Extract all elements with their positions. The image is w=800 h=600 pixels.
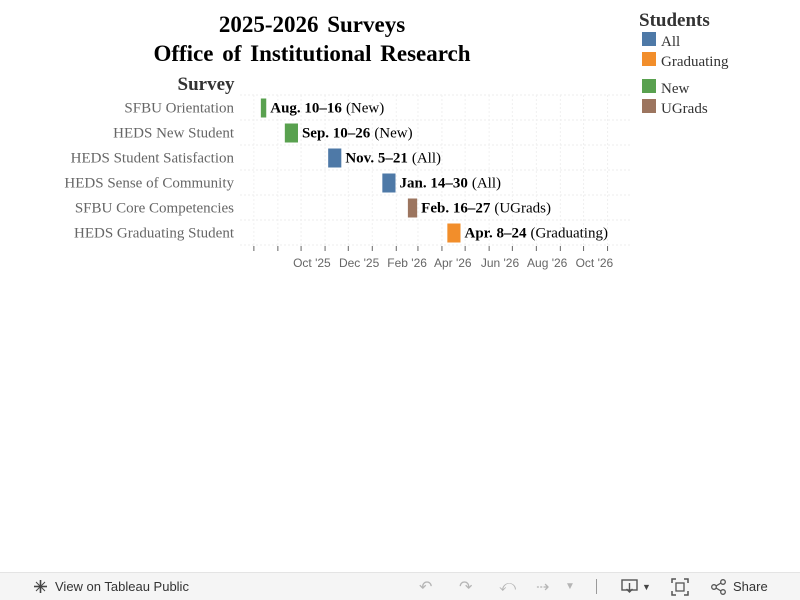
survey-label: HEDS Sense of Community [64, 176, 234, 192]
survey-bar[interactable] [407, 198, 418, 218]
download-button[interactable]: ▼ [621, 573, 651, 600]
legend-label-graduating: Graduating [661, 54, 729, 70]
revert-button[interactable]: ⤺ [499, 573, 516, 600]
legend-item-ugrads[interactable]: UGrads [639, 99, 749, 119]
legend-label-all: All [661, 34, 681, 50]
bar-group-label: (New) [374, 126, 412, 142]
view-on-tableau-label: View on Tableau Public [55, 579, 189, 594]
fullscreen-button[interactable] [671, 573, 689, 600]
survey-row: HEDS Graduating Student Apr. 8–24 (Graduat… [74, 223, 608, 243]
survey-bar[interactable] [328, 148, 342, 168]
undo-button[interactable]: ↶ [419, 573, 432, 600]
x-tick-label: Dec '25 [339, 256, 380, 270]
redo-button[interactable]: ↷ [459, 573, 472, 600]
bar-date-label: Feb. 16–27 [421, 201, 491, 217]
survey-rows: SFBU Orientation Aug. 10–16 (New)HEDS New … [64, 98, 608, 243]
x-tick-label: Jun '26 [481, 256, 520, 270]
survey-bar[interactable] [260, 98, 267, 118]
bar-group-label: (All) [412, 151, 441, 167]
bar-label: Feb. 16–27 (UGrads) [421, 201, 551, 217]
bar-group-label: (UGrads) [494, 201, 551, 217]
survey-row: HEDS New Student Sep. 10–26 (New) [113, 123, 413, 143]
survey-row: HEDS Student Satisfaction Nov. 5–21 (All) [71, 148, 441, 168]
legend-label-new: New [661, 81, 690, 97]
share-icon [711, 578, 726, 595]
bar-label: Jan. 14–30 (All) [399, 176, 501, 192]
gridlines [240, 94, 630, 246]
x-axis: Oct '25 Dec '25 Feb '26 Apr '26 Jun '26 Aug '… [253, 246, 614, 270]
survey-label: HEDS New Student [113, 126, 235, 142]
pause-dropdown-button[interactable]: ▼ [565, 573, 575, 600]
bar-label: Sep. 10–26 (New) [302, 126, 413, 142]
undo-icon: ↶ [419, 578, 433, 596]
legend-item-graduating[interactable]: Graduating [639, 52, 749, 72]
toolbar-separator [596, 579, 597, 594]
legend-swatch-ugrads [642, 99, 656, 113]
fullscreen-icon [671, 577, 689, 596]
survey-row: SFBU Orientation Aug. 10–16 (New) [124, 98, 384, 118]
bar-date-label: Sep. 10–26 [302, 126, 371, 142]
x-tick-label: Oct '26 [576, 256, 614, 270]
survey-bar[interactable] [447, 223, 461, 243]
chart-title: 2025-2026 Surveys Office of Institutiona… [110, 10, 514, 68]
legend-title: Students [639, 10, 710, 31]
survey-label: HEDS Student Satisfaction [71, 151, 235, 167]
legend: Students All Graduating New UGrads [639, 10, 728, 117]
bar-label: Aug. 10–16 (New) [270, 101, 384, 117]
tableau-toolbar: View on Tableau Public ↶ ↷ ⤺ ⇢ ▼ ▼ Share [0, 572, 800, 600]
survey-bar[interactable] [284, 123, 298, 143]
legend-swatch-graduating [642, 52, 656, 66]
survey-row: SFBU Core Competencies Feb. 16–27 (UGrads) [75, 198, 551, 218]
bar-date-label: Apr. 8–24 [465, 226, 527, 242]
bar-date-label: Jan. 14–30 [399, 176, 467, 192]
survey-label: SFBU Orientation [124, 101, 234, 117]
share-label: Share [733, 579, 768, 594]
x-tick-label: Oct '25 [293, 256, 331, 270]
refresh-icon: ⇢ [536, 578, 550, 596]
bar-group-label: (New) [346, 101, 384, 117]
legend-item-all[interactable]: All [639, 32, 749, 52]
y-axis-header: Survey [178, 74, 236, 95]
refresh-button[interactable]: ⇢ [536, 573, 549, 600]
survey-label: SFBU Core Competencies [75, 201, 234, 217]
legend-clip: All Graduating [639, 32, 749, 79]
bar-label: Nov. 5–21 (All) [345, 151, 441, 167]
bar-date-label: Nov. 5–21 [345, 151, 408, 167]
bar-group-label: (Graduating) [530, 226, 607, 242]
revert-icon: ⤺ [499, 577, 517, 595]
survey-label: HEDS Graduating Student [74, 226, 235, 242]
download-icon [621, 578, 638, 593]
bar-date-label: Aug. 10–16 [270, 101, 342, 117]
bar-group-label: (All) [472, 176, 501, 192]
legend-swatch-new [642, 79, 656, 93]
legend-swatch-all [642, 32, 656, 46]
share-button[interactable]: Share [710, 573, 768, 600]
x-tick-label: Feb '26 [387, 256, 427, 270]
bar-label: Apr. 8–24 (Graduating) [465, 226, 608, 242]
legend-label-ugrads: UGrads [661, 101, 708, 117]
legend-item-new[interactable]: New [639, 79, 749, 99]
gantt-chart: Survey Oct '25 Dec '25 Feb '26 Apr '26 Jun '… [64, 74, 630, 270]
view-on-tableau-button[interactable]: View on Tableau Public [32, 573, 189, 600]
download-chevron-icon: ▼ [642, 581, 651, 592]
x-tick-label: Apr '26 [434, 256, 472, 270]
chart-title-line-1: 2025-2026 Surveys [218, 12, 406, 37]
redo-icon: ↷ [459, 578, 473, 596]
survey-row: HEDS Sense of Community Jan. 14–30 (All) [64, 173, 501, 193]
legend-rest: New UGrads [639, 79, 749, 119]
chart-title-line-2: Office of Institutional Research [153, 41, 471, 66]
chevron-down-icon: ▼ [565, 581, 575, 592]
survey-bar[interactable] [382, 173, 396, 193]
tableau-logo-icon [34, 580, 47, 593]
x-tick-label: Aug '26 [527, 256, 568, 270]
